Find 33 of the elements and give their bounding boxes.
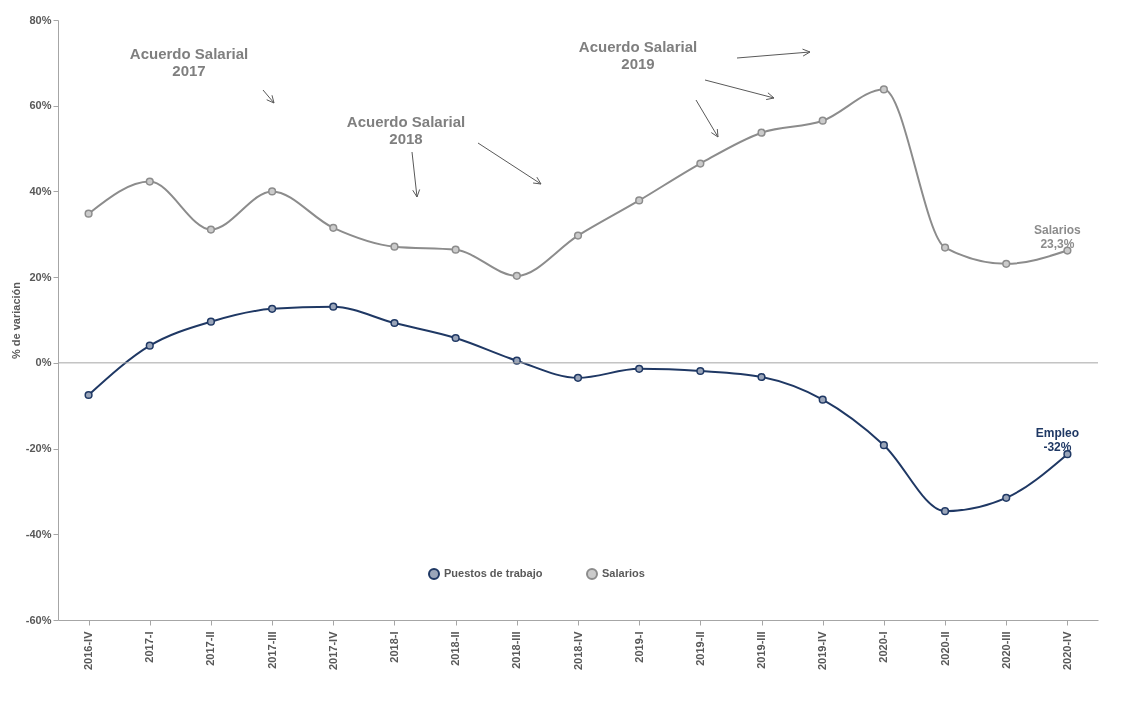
x-tick-label: 2018-IV: [571, 630, 584, 671]
y-tick-label: 20%: [29, 270, 52, 283]
x-tick-label: 2020-II: [938, 631, 951, 666]
x-tick-label: 2016-IV: [82, 630, 95, 671]
y-tick-label: 0%: [35, 356, 52, 369]
annotation: Salarios 23,3%: [1034, 222, 1082, 251]
y-tick-label: -20%: [25, 442, 52, 455]
x-tick-label: 2019-III: [755, 631, 768, 669]
annotation: Empleo -32%: [1035, 426, 1080, 455]
x-tick-label: 2020-IV: [1060, 630, 1073, 671]
x-tick-label: 2019-II: [693, 631, 706, 666]
annotation: Acuerdo Salarial 2017: [129, 45, 249, 79]
y-tick-label: 40%: [29, 184, 52, 197]
y-tick-label: -60%: [25, 613, 52, 626]
legend-label: Puestos de trabajo: [444, 567, 543, 579]
x-tick-label: 2018-II: [449, 631, 462, 666]
x-tick-label: 2018-III: [510, 631, 523, 669]
y-tick-label: -40%: [25, 527, 52, 540]
x-tick-label: 2017-I: [143, 631, 156, 663]
y-tick-label: 60%: [29, 99, 52, 112]
annotation: Acuerdo Salarial 2018: [346, 113, 466, 147]
x-tick-label: 2018-I: [387, 631, 400, 663]
x-tick-label: 2019-I: [632, 631, 645, 663]
x-tick-label: 2017-IV: [326, 630, 339, 671]
x-tick-label: 2019-IV: [816, 630, 829, 671]
x-tick-label: 2017-III: [265, 631, 278, 669]
y-tick-label: 80%: [29, 13, 52, 26]
annotation: Acuerdo Salarial 2019: [578, 38, 698, 72]
legend-label: Salarios: [602, 567, 645, 579]
x-tick-label: 2017-II: [204, 631, 217, 666]
x-tick-label: 2020-III: [999, 631, 1012, 669]
y-axis-title: % de variación: [9, 281, 22, 360]
x-tick-label: 2020-I: [877, 631, 890, 663]
